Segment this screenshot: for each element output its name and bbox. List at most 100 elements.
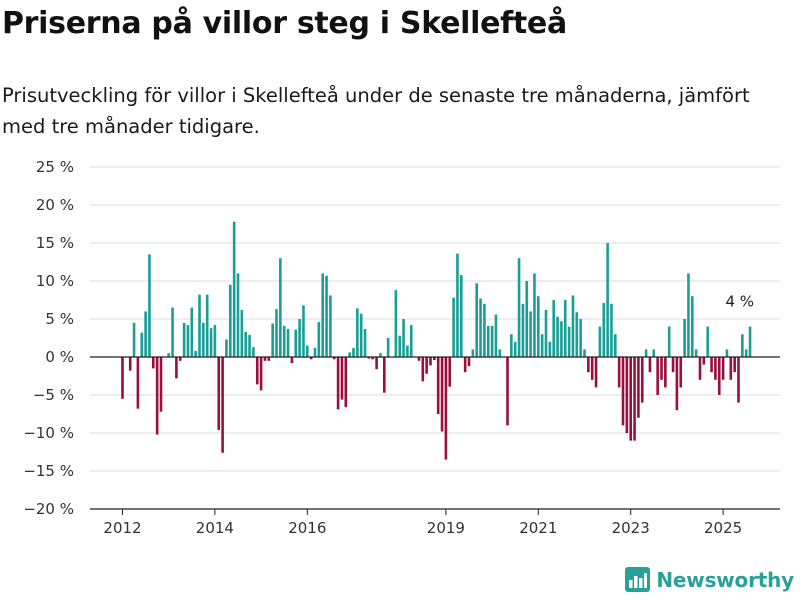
bar [252, 347, 255, 357]
bar [594, 357, 598, 388]
bar [610, 303, 613, 357]
bar [633, 357, 636, 441]
bar [229, 284, 232, 357]
chart-subtitle: Prisutveckling för villor i Skellefteå u… [2, 84, 750, 138]
bar [190, 307, 194, 357]
x-tick-label: 2012 [103, 519, 141, 537]
bar [128, 357, 132, 371]
bar [294, 329, 298, 357]
bar [309, 357, 313, 360]
bar [267, 357, 271, 361]
bar [152, 357, 155, 369]
x-axis: 2012 2014 2016 2019 2021 2023 2025 [90, 356, 780, 537]
bar [313, 347, 317, 357]
bar [563, 300, 567, 357]
bar [614, 334, 617, 357]
bar [221, 357, 224, 453]
bar [664, 357, 667, 388]
bar [552, 300, 555, 357]
bar [575, 312, 579, 357]
bar [213, 325, 217, 357]
bar [167, 353, 170, 357]
newsworthy-logo[interactable]: Newsworthy [625, 567, 794, 592]
bar [479, 298, 482, 357]
bar [706, 326, 709, 357]
bar [417, 357, 421, 361]
bar [510, 334, 513, 357]
bar [733, 357, 736, 373]
x-tick-label: 2025 [704, 519, 742, 537]
bar [683, 319, 686, 357]
bar [352, 347, 355, 357]
bar [344, 357, 348, 408]
bar [463, 357, 467, 373]
bar [691, 296, 694, 357]
bar [232, 221, 236, 357]
bar [583, 349, 586, 357]
bar [698, 357, 702, 380]
bar [409, 325, 413, 357]
bar [367, 357, 371, 359]
bar [371, 357, 375, 360]
bar [121, 357, 124, 399]
bar [325, 275, 328, 357]
bar [429, 357, 432, 366]
bar [136, 357, 140, 409]
bar [602, 303, 606, 357]
brand-name: Newsworthy [656, 567, 794, 592]
bar [171, 307, 174, 357]
bar [290, 357, 294, 364]
bar [332, 357, 336, 360]
bar [155, 357, 159, 435]
bar [348, 352, 351, 357]
bar [202, 322, 205, 357]
bar [194, 350, 197, 357]
bar [306, 345, 309, 357]
bar [452, 297, 455, 357]
bar [467, 357, 471, 367]
bar [525, 281, 529, 357]
bar [182, 322, 186, 357]
bar [209, 328, 213, 357]
bar [629, 357, 632, 441]
bar [652, 349, 656, 357]
bar [637, 357, 640, 418]
bar [590, 357, 594, 380]
bar [448, 357, 452, 387]
bar [240, 309, 244, 357]
bar [282, 325, 286, 357]
y-tick-label: 5 % [45, 310, 74, 328]
bar [259, 357, 263, 391]
bar [286, 328, 290, 357]
bar [486, 325, 490, 357]
bar [475, 283, 478, 357]
bar [321, 273, 324, 357]
bar [521, 303, 525, 357]
chart-title: Priserna på villor steg i Skellefteå [2, 6, 567, 41]
bar [717, 357, 721, 395]
bar [556, 316, 559, 357]
x-tick-label: 2016 [288, 519, 326, 537]
bar [340, 357, 344, 400]
y-tick-label: −10 % [23, 424, 74, 442]
gridlines [90, 166, 780, 510]
bar [621, 357, 625, 426]
bar [394, 290, 398, 357]
bar [533, 273, 536, 357]
bar [329, 295, 332, 357]
bar [540, 334, 544, 357]
bar [375, 357, 378, 370]
bar [625, 357, 629, 433]
bar [513, 341, 517, 357]
bar [587, 357, 590, 373]
bar [494, 314, 498, 357]
bar [433, 357, 436, 361]
bar [359, 313, 363, 357]
bar [255, 357, 259, 385]
bar [444, 357, 448, 460]
y-tick-label: −5 % [33, 386, 74, 404]
bar [721, 357, 725, 380]
bar [667, 326, 671, 357]
y-tick-label: 10 % [36, 272, 74, 290]
bar [386, 338, 390, 357]
